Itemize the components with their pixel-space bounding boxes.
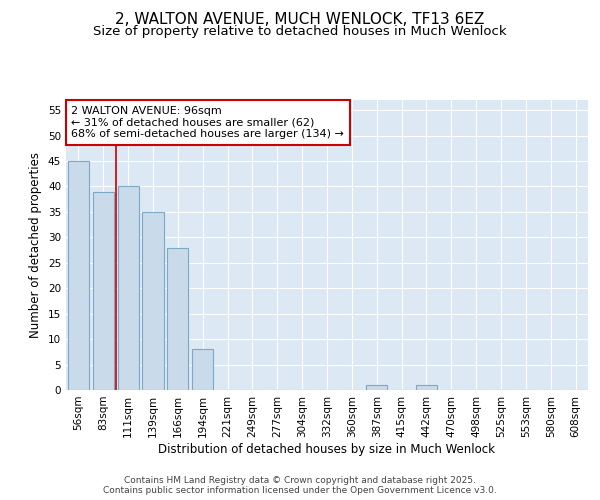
Bar xyxy=(142,212,164,390)
Bar xyxy=(366,385,387,390)
Bar xyxy=(118,186,139,390)
Text: Contains HM Land Registry data © Crown copyright and database right 2025.
Contai: Contains HM Land Registry data © Crown c… xyxy=(103,476,497,495)
Text: 2, WALTON AVENUE, MUCH WENLOCK, TF13 6EZ: 2, WALTON AVENUE, MUCH WENLOCK, TF13 6EZ xyxy=(115,12,485,28)
Bar xyxy=(192,350,213,390)
Bar xyxy=(167,248,188,390)
X-axis label: Distribution of detached houses by size in Much Wenlock: Distribution of detached houses by size … xyxy=(158,442,496,456)
Y-axis label: Number of detached properties: Number of detached properties xyxy=(29,152,43,338)
Text: Size of property relative to detached houses in Much Wenlock: Size of property relative to detached ho… xyxy=(93,25,507,38)
Bar xyxy=(416,385,437,390)
Bar xyxy=(93,192,114,390)
Bar xyxy=(68,161,89,390)
Text: 2 WALTON AVENUE: 96sqm
← 31% of detached houses are smaller (62)
68% of semi-det: 2 WALTON AVENUE: 96sqm ← 31% of detached… xyxy=(71,106,344,139)
